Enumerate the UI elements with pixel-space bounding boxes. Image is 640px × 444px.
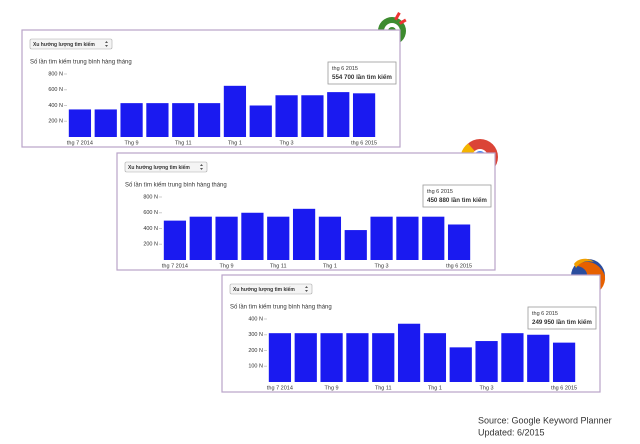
bar	[501, 333, 524, 382]
chart-title: Số lần tìm kiếm trung bình hàng tháng	[230, 305, 332, 311]
bar	[352, 93, 376, 137]
bar	[197, 103, 221, 137]
bar	[267, 216, 290, 260]
bar	[318, 216, 342, 260]
bar	[68, 109, 92, 137]
bar	[370, 216, 393, 260]
dropdown-arrow	[305, 286, 308, 292]
y-tick-label: 400 N	[248, 316, 263, 322]
bar	[163, 220, 187, 260]
tooltip-value: 249 950 lần tìm kiếm	[532, 319, 592, 326]
x-tick-label: Thg 11	[175, 140, 192, 146]
bar	[396, 216, 419, 260]
x-tick-label: Thg 3	[375, 263, 389, 269]
x-tick-label: Thg 9	[220, 263, 234, 269]
x-tick-label: thg 7 2014	[67, 140, 93, 146]
y-tick-label: 400 N	[143, 226, 158, 232]
bar	[292, 208, 316, 260]
dropdown[interactable]	[124, 161, 208, 173]
y-tick-label: 200 N	[248, 348, 263, 354]
bar	[275, 95, 298, 137]
tooltip-title: thg 6 2015	[332, 66, 358, 72]
bar	[189, 216, 212, 260]
bar	[449, 347, 472, 382]
bar	[249, 105, 272, 137]
bar	[423, 333, 447, 382]
chart-panel: Xu hướng lượng tìm kiếm Số lần tìm kiếm t…	[21, 29, 401, 148]
bar	[120, 103, 143, 137]
x-tick-label: thg 6 2015	[446, 263, 472, 269]
dropdown-label: Xu hướng lượng tìm kiếm	[128, 164, 190, 171]
bar	[172, 103, 195, 137]
tooltip-title: thg 6 2015	[427, 189, 453, 195]
bar	[552, 342, 576, 382]
bar	[447, 224, 471, 260]
bar	[344, 230, 367, 260]
tooltip-value: 554 700 lần tìm kiếm	[332, 74, 392, 81]
y-tick-label: 800 N	[48, 71, 63, 77]
chart-panel: Xu hướng lượng tìm kiếm Số lần tìm kiếm t…	[221, 274, 601, 393]
chart-panel: Xu hướng lượng tìm kiếm Số lần tìm kiếm t…	[116, 152, 496, 271]
tooltip: thg 6 2015 249 950 lần tìm kiếm	[527, 306, 597, 330]
bar	[527, 334, 550, 382]
updated: Updated: 6/2015	[478, 427, 545, 437]
x-tick-label: Thg 1	[428, 385, 442, 391]
tooltip-value: 450 880 lần tìm kiếm	[427, 197, 487, 204]
chart-title: Số lần tìm kiếm trung bình hàng tháng	[30, 60, 132, 66]
bar	[241, 212, 264, 260]
dropdown-arrow	[105, 41, 108, 47]
y-tick-label: 600 N	[48, 87, 63, 93]
x-tick-label: Thg 3	[480, 385, 494, 391]
source: Source: Google Keyword Planner	[478, 415, 612, 425]
tooltip: thg 6 2015 554 700 lần tìm kiếm	[327, 61, 397, 85]
tooltip-title: thg 6 2015	[532, 311, 558, 317]
bar	[146, 103, 169, 137]
bar	[223, 85, 247, 137]
bar	[268, 333, 292, 382]
y-tick-label: 800 N	[143, 194, 158, 200]
dropdown[interactable]	[229, 283, 313, 295]
y-tick-label: 600 N	[143, 210, 158, 216]
tooltip-box	[327, 61, 397, 85]
x-tick-label: thg 6 2015	[351, 140, 377, 146]
bar	[422, 216, 445, 260]
x-tick-label: Thg 1	[228, 140, 242, 146]
x-tick-label: thg 7 2014	[267, 385, 293, 391]
y-tick-label: 200 N	[48, 119, 63, 125]
y-tick-label: 200 N	[143, 242, 158, 248]
bar	[294, 333, 317, 382]
x-tick-label: Thg 9	[125, 140, 139, 146]
bar	[397, 323, 421, 382]
x-tick-label: Thg 9	[325, 385, 339, 391]
chart-title: Số lần tìm kiếm trung bình hàng tháng	[125, 183, 227, 189]
x-tick-label: thg 6 2015	[551, 385, 577, 391]
bar	[215, 216, 238, 260]
bar	[94, 109, 117, 137]
dropdown-label: Xu hướng lượng tìm kiếm	[33, 41, 95, 48]
x-tick-label: Thg 11	[270, 263, 287, 269]
dropdown[interactable]	[29, 38, 113, 50]
dropdown-arrow	[200, 164, 203, 170]
tooltip: thg 6 2015 450 880 lần tìm kiếm	[422, 184, 492, 208]
bar	[346, 333, 369, 382]
y-tick-label: 400 N	[48, 103, 63, 109]
x-tick-label: Thg 11	[375, 385, 392, 391]
y-tick-label: 100 N	[248, 364, 263, 370]
bar	[372, 333, 395, 382]
dropdown-label: Xu hướng lượng tìm kiếm	[233, 286, 295, 293]
x-tick-label: Thg 1	[323, 263, 337, 269]
y-tick-label: 300 N	[248, 332, 263, 338]
bar	[475, 341, 498, 382]
x-tick-label: thg 7 2014	[162, 263, 188, 269]
bar	[301, 95, 324, 137]
bar	[327, 92, 350, 137]
x-tick-label: Thg 3	[280, 140, 294, 146]
bar	[320, 333, 343, 382]
tooltip-box	[527, 306, 597, 330]
tooltip-box	[422, 184, 492, 208]
